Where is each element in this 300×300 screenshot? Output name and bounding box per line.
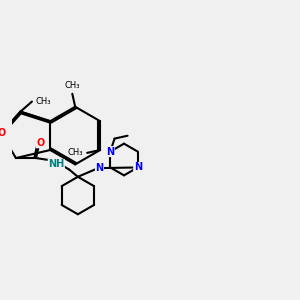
Text: N: N bbox=[106, 147, 114, 157]
Text: CH₃: CH₃ bbox=[36, 97, 51, 106]
Text: N: N bbox=[134, 162, 142, 172]
Text: NH: NH bbox=[48, 159, 64, 170]
Text: CH₃: CH₃ bbox=[64, 81, 80, 90]
Text: O: O bbox=[36, 138, 44, 148]
Text: O: O bbox=[0, 128, 5, 138]
Text: N: N bbox=[95, 163, 104, 173]
Text: CH₃: CH₃ bbox=[67, 148, 83, 158]
